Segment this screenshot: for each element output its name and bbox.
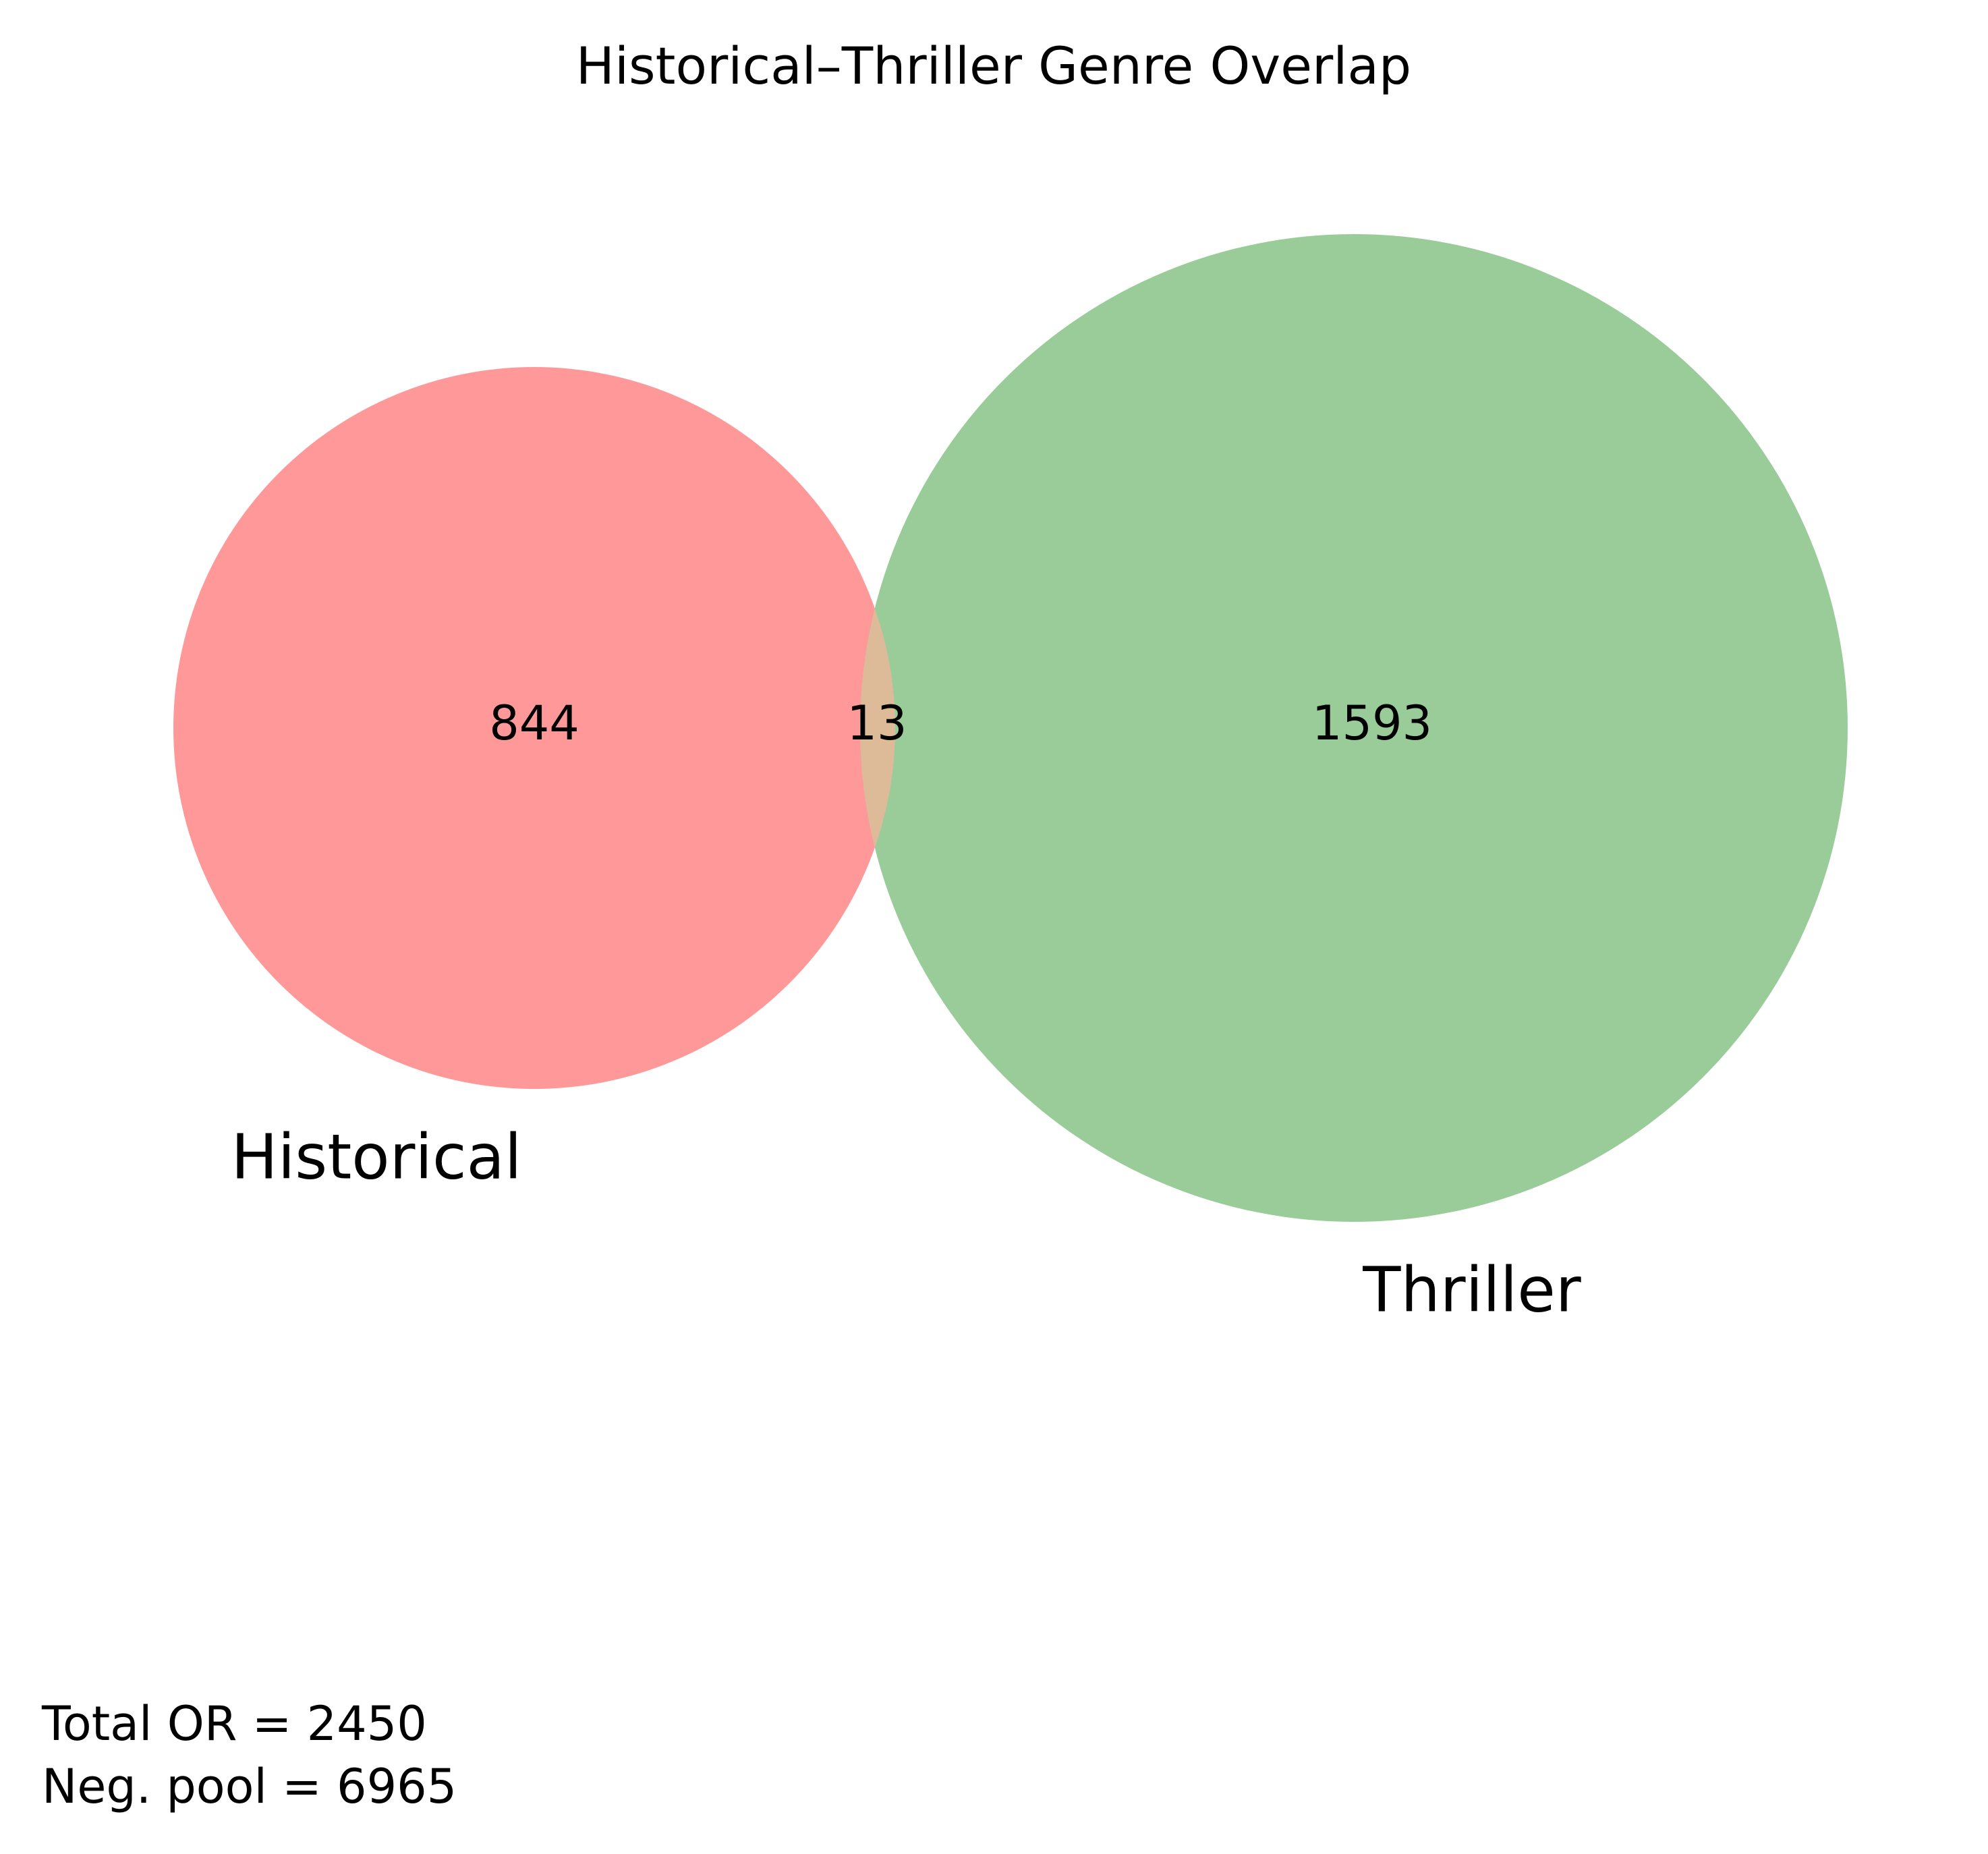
historical-only-count: 844: [489, 696, 579, 751]
chart-title: Historical–Thriller Genre Overlap: [576, 36, 1411, 96]
thriller-set-label: Thriller: [1362, 1254, 1581, 1326]
intersection-count: 13: [847, 696, 907, 751]
thriller-only-count: 1593: [1312, 696, 1432, 751]
historical-circle: [173, 367, 895, 1089]
neg-pool-annotation: Neg. pool = 6965: [42, 1759, 457, 1814]
thriller-circle: [860, 234, 1848, 1222]
total-or-annotation: Total OR = 2450: [41, 1696, 427, 1751]
historical-set-label: Historical: [231, 1121, 522, 1193]
